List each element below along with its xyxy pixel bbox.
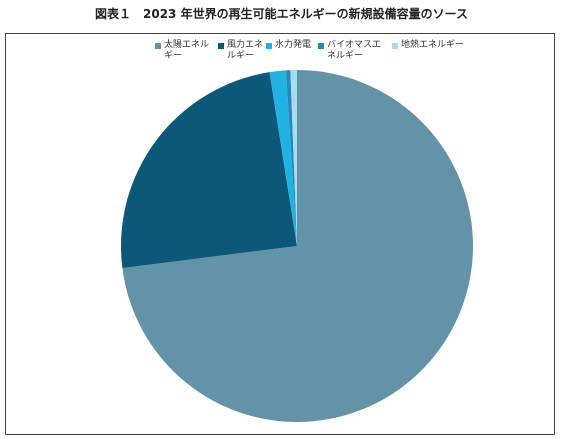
legend-label: バイオマスエネルギー <box>327 40 382 61</box>
pie-slice <box>269 70 297 247</box>
legend-swatch <box>392 43 398 49</box>
legend-item: 地熱エネルギー <box>392 40 492 51</box>
legend-label: 水力発電 <box>275 40 312 50</box>
pie-slice <box>285 70 297 246</box>
chart-frame <box>5 33 555 435</box>
legend-item: 風力エネルギー <box>218 40 264 62</box>
legend-label: 風力エネルギー <box>227 40 264 61</box>
legend-swatch <box>266 43 272 49</box>
legend-label: 地熱エネルギー <box>401 40 465 50</box>
legend-item: バイオマスエネルギー <box>318 40 388 62</box>
chart-title: 図表１ 2023 年世界の再生可能エネルギーの新規設備容量のソース <box>95 7 468 21</box>
pie-slice <box>120 72 297 269</box>
pie-slice <box>290 70 297 246</box>
legend-swatch <box>218 43 224 49</box>
legend-swatch <box>155 43 161 49</box>
legend-label: 太陽エネルギー <box>164 40 210 61</box>
pie-slice <box>122 70 473 423</box>
legend-swatch <box>318 43 324 49</box>
legend-item: 太陽エネルギー <box>155 40 213 62</box>
legend-item: 水力発電 <box>266 40 316 51</box>
